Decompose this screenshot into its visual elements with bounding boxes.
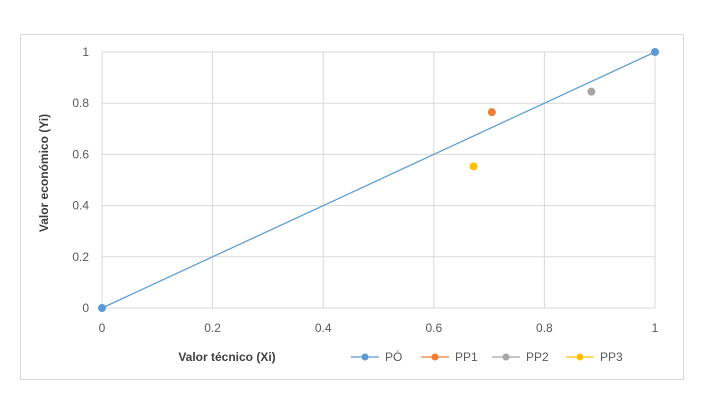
y-tick-label: 0.8: [72, 96, 89, 110]
x-axis-title: Valor técnico (Xi): [178, 350, 275, 364]
y-tick-label: 1: [82, 45, 89, 59]
y-axis-title: Valor económico (Yi): [37, 114, 51, 232]
series-line-0: [101, 51, 656, 309]
legend-marker-2: [502, 353, 510, 361]
chart-area: [20, 34, 684, 380]
x-tick-label: 0.8: [536, 321, 553, 335]
data-point-series-1: [487, 108, 496, 117]
legend-marker-1: [431, 353, 439, 361]
legend-label: PÓ: [385, 349, 402, 364]
legend-label: PP1: [455, 350, 478, 364]
legend-label: PP3: [600, 350, 623, 364]
data-point-series-3: [469, 162, 478, 171]
y-tick-label: 0.2: [72, 250, 89, 264]
data-point-series-0: [98, 304, 106, 312]
x-tick-label: 1: [652, 321, 659, 335]
y-tick-label: 0.4: [72, 199, 89, 213]
data-point-series-0: [651, 48, 659, 56]
y-axis-ticks: 0 0.2 0.4 0.6 0.8 1: [72, 45, 89, 315]
series-layer: [98, 48, 659, 312]
gridlines: [101, 51, 656, 309]
data-point-series-2: [587, 87, 596, 96]
legend-label: PP2: [526, 350, 549, 364]
legend: PÓ PP1 PP2 PP3: [351, 349, 623, 364]
y-tick-label: 0.6: [72, 147, 89, 161]
x-tick-label: 0.4: [315, 321, 332, 335]
legend-marker-0: [361, 353, 369, 361]
y-tick-label: 0: [82, 301, 89, 315]
x-tick-label: 0.2: [204, 321, 221, 335]
x-tick-label: 0.6: [425, 321, 442, 335]
legend-marker-3: [576, 353, 584, 361]
x-axis-ticks: 0 0.2 0.4 0.6 0.8 1: [99, 321, 659, 335]
x-tick-label: 0: [99, 321, 106, 335]
